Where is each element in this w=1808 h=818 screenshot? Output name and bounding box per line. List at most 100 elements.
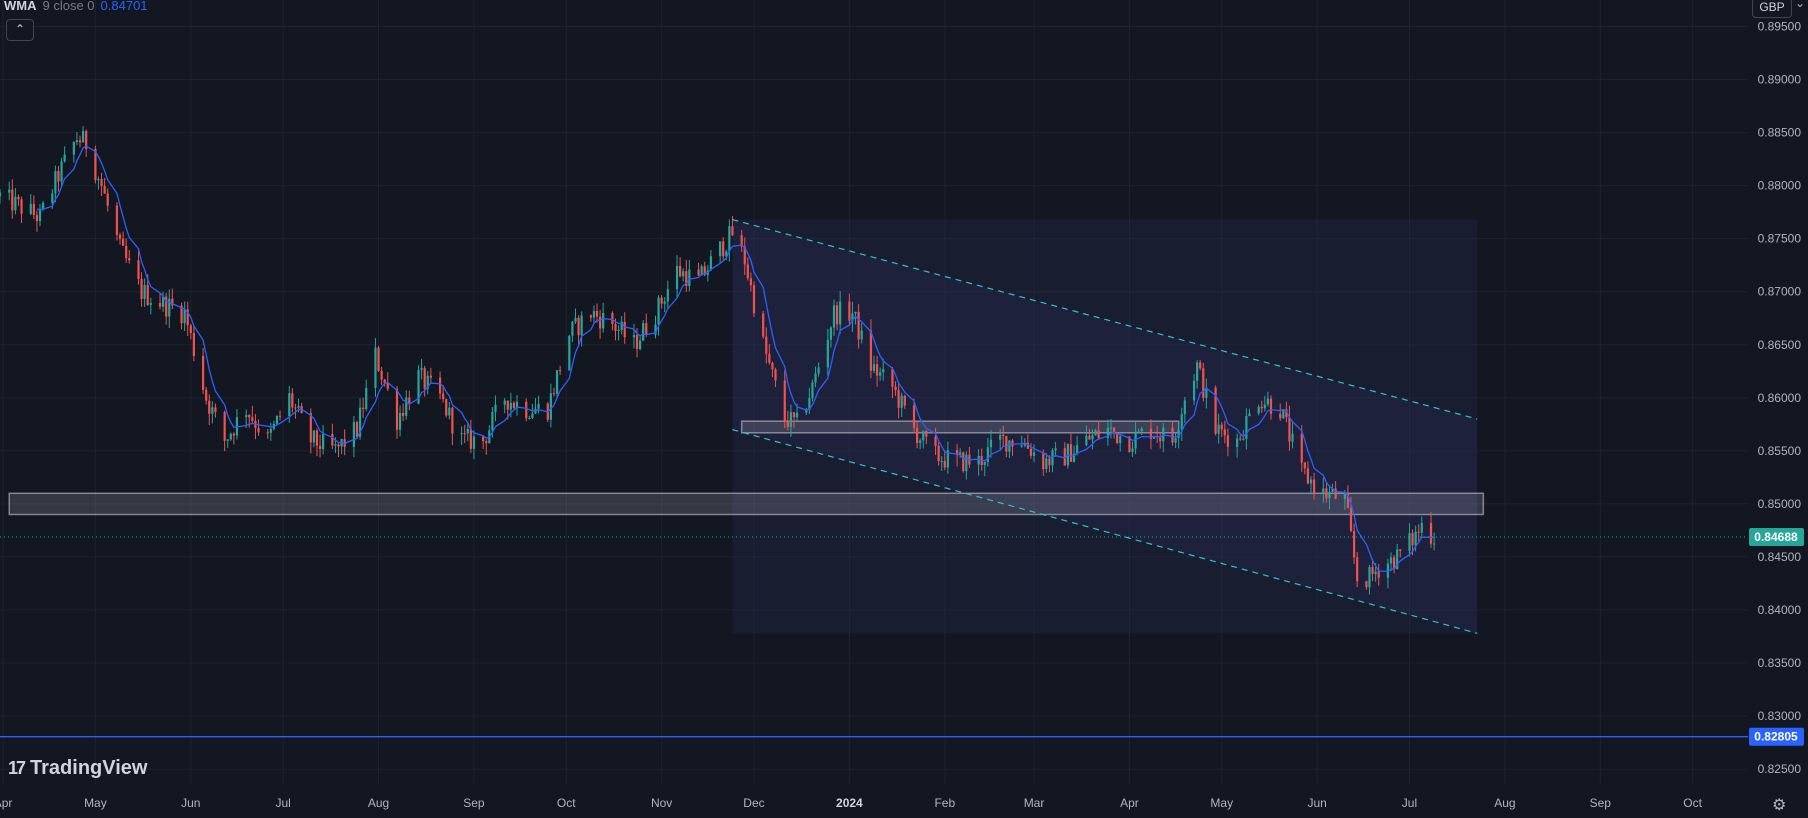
channel-upper-line (732, 219, 1478, 420)
candle-body (814, 373, 817, 383)
price-zones (8, 420, 1485, 516)
candle-body (463, 433, 466, 435)
candle-body (202, 356, 205, 390)
candle-body (1260, 406, 1263, 409)
candle-body (358, 407, 362, 437)
candle-body (1023, 442, 1026, 446)
x-tick-label: Mar (1024, 796, 1045, 810)
indicator-name: WMA (4, 0, 37, 13)
candle-body (1002, 434, 1005, 436)
candle-body (515, 401, 519, 408)
candle-body (922, 431, 925, 441)
candles (0, 126, 1436, 595)
candle-body (771, 362, 774, 370)
candle-body (1279, 413, 1282, 419)
logo-text: TradingView (30, 757, 148, 779)
candle-body (451, 407, 454, 434)
y-tick-label: 0.83000 (1758, 709, 1802, 723)
candle-body (697, 269, 700, 276)
candle-body (786, 420, 789, 427)
y-tick-label: 0.85000 (1758, 497, 1802, 511)
candle-body (143, 285, 146, 299)
candle-body (894, 386, 897, 391)
candle-body (140, 278, 143, 299)
x-tick-label: Oct (1683, 796, 1702, 810)
candle-body (682, 271, 685, 277)
candle-body (666, 289, 669, 302)
candle-body (35, 214, 39, 221)
candle-body (872, 364, 876, 371)
candle-body (1149, 428, 1153, 439)
collapse-legend-button[interactable]: ⌃ (6, 19, 34, 41)
candle-body (986, 447, 989, 462)
price-axis[interactable]: 0.89500 0.89000 0.88500 0.88000 0.87500 0.870… (1758, 20, 1802, 777)
candle-body (891, 368, 894, 387)
candle-body (1325, 488, 1328, 499)
candle-body (860, 330, 863, 340)
candle-body (503, 400, 506, 405)
candle-body (1392, 557, 1396, 570)
gear-icon[interactable]: ⚙ (1772, 797, 1787, 814)
candle-body (41, 202, 45, 209)
candle-body (1106, 428, 1109, 438)
currency-selector[interactable]: GBP (1752, 0, 1792, 18)
candle-body (1171, 427, 1174, 443)
candle-body (20, 199, 23, 214)
candle-body (765, 336, 768, 354)
candle-body (121, 238, 125, 246)
candle-body (940, 460, 943, 462)
candle-body (663, 301, 666, 304)
candle-body (100, 179, 103, 187)
candle-body (78, 140, 82, 143)
candle-body (251, 417, 254, 421)
candle-body (654, 324, 657, 335)
candle-body (875, 364, 879, 376)
candle-body (1159, 437, 1162, 442)
candle-body (1177, 429, 1180, 438)
candle-body (1236, 438, 1239, 447)
candle-body (946, 450, 949, 468)
candle-body (405, 397, 408, 416)
candle-body (60, 161, 63, 182)
candle-body (1174, 437, 1177, 443)
candle-body (1371, 567, 1374, 575)
candle-body (1045, 458, 1048, 470)
x-tick-label: Apr (1120, 796, 1139, 810)
y-tick-label: 0.88000 (1758, 179, 1802, 193)
candle-body (448, 407, 451, 416)
candle-body (1248, 413, 1251, 417)
candle-body (1109, 427, 1113, 429)
candle-body (1282, 409, 1285, 419)
candle-body (1429, 522, 1433, 544)
candle-body (1116, 432, 1119, 444)
indicator-legend[interactable]: WMA 9 close 0 0.84701 (4, 0, 148, 13)
candle-body (161, 296, 165, 307)
candle-body (1094, 430, 1097, 436)
candle-body (331, 434, 334, 446)
candle-body (900, 395, 903, 408)
candle-body (959, 452, 962, 456)
tradingview-logo[interactable]: 17 TradingView (8, 757, 147, 780)
candle-body (288, 393, 291, 417)
candle-body (642, 323, 645, 341)
candle-body (118, 234, 122, 239)
candle-body (97, 179, 100, 181)
candle-body (417, 370, 420, 404)
candle-body (700, 266, 703, 276)
candle-body (1408, 533, 1411, 551)
candle-body (617, 329, 620, 331)
candle-body (1432, 543, 1436, 545)
candle-body (269, 428, 272, 433)
y-tick-label: 0.88500 (1758, 126, 1802, 140)
candle-body (805, 409, 808, 413)
x-tick-label: Jul (275, 796, 290, 810)
candle-body (558, 370, 562, 372)
time-axis[interactable]: Apr May Jun Jul Aug Sep Oct Nov Dec 2024 Feb Mar Apr… (0, 796, 1703, 810)
candle-body (925, 431, 928, 437)
candle-body (386, 382, 389, 389)
candle-body (571, 321, 574, 336)
last-price-badge (1749, 527, 1804, 546)
chevron-down-icon[interactable]: ⌄ (1795, 0, 1806, 10)
horizontal-line-label: 0.82805 (1754, 730, 1798, 744)
